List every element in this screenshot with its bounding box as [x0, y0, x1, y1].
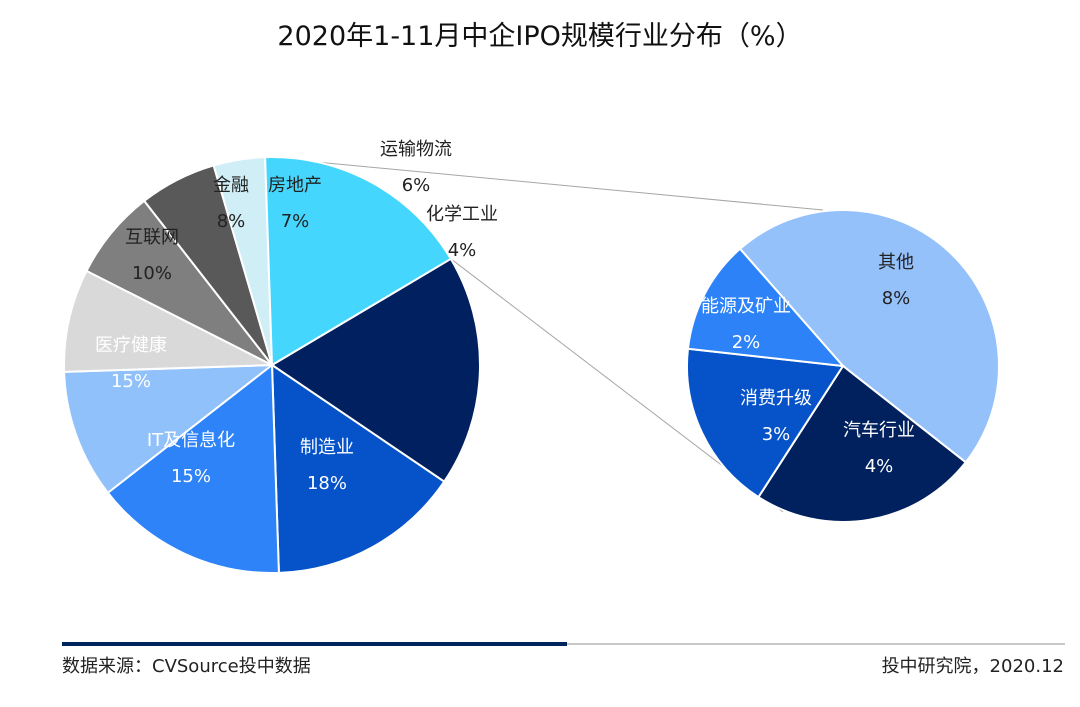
connector-line-top — [265, 156, 824, 211]
main-slice-制造业 — [270, 257, 481, 483]
main-slice-unlabeled — [264, 156, 453, 367]
main-label-医疗健康: 医疗健康 — [95, 335, 167, 356]
sub-label-汽车行业: 汽车行业 — [843, 420, 915, 441]
sub-value-label-汽车行业: 4% — [865, 456, 894, 477]
sub-label-消费升级: 消费升级 — [740, 388, 812, 409]
sub-slice-能源及矿业 — [686, 247, 846, 368]
sub-value-label-消费升级: 3% — [762, 424, 791, 445]
main-slice-医疗健康 — [106, 363, 280, 574]
sub-label-其他: 其他 — [878, 252, 914, 273]
sub-slice-汽车行业 — [757, 364, 968, 523]
main-value-label-制造业: 18% — [307, 473, 347, 494]
main-value-label-医疗健康: 15% — [111, 371, 151, 392]
sub-pie — [686, 209, 1000, 523]
main-label-运输物流: 运输物流 — [380, 139, 452, 160]
main-slice-互联网 — [63, 363, 276, 495]
main-label-金融: 金融 — [213, 175, 249, 196]
main-pie — [63, 156, 481, 574]
credit-text: 投中研究院，2020.12 — [881, 656, 1064, 677]
slice-labels: 制造业 18% IT及信息化 15% 医疗健康 15% 互联网 10% 金融 8% 房地产 7% 运输物… — [95, 139, 915, 494]
main-value-label-IT及信息化: 15% — [171, 466, 211, 487]
sub-label-能源及矿业: 能源及矿业 — [701, 296, 791, 317]
sub-slice-消费升级 — [686, 347, 845, 499]
main-value-label-房地产: 7% — [281, 211, 310, 232]
main-label-IT及信息化: IT及信息化 — [147, 430, 235, 451]
sub-value-label-其他: 8% — [882, 288, 911, 309]
chart-title: 2020年1-11月中企IPO规模行业分布（%） — [277, 21, 803, 52]
footer-rule-light — [567, 643, 1065, 645]
source-text: 数据来源：CVSource投中数据 — [62, 656, 311, 677]
main-slice-IT及信息化 — [270, 363, 446, 574]
main-value-label-互联网: 10% — [132, 263, 172, 284]
main-value-label-金融: 8% — [217, 211, 246, 232]
main-label-化学工业: 化学工业 — [426, 204, 498, 225]
main-value-label-运输物流: 6% — [402, 175, 431, 196]
main-slice-金融 — [63, 269, 273, 373]
footer-rule-dark — [62, 642, 567, 646]
main-label-互联网: 互联网 — [125, 227, 179, 248]
sub-slice-其他 — [738, 209, 1000, 464]
main-label-房地产: 房地产 — [268, 175, 322, 196]
main-label-制造业: 制造业 — [300, 437, 354, 458]
sub-value-label-能源及矿业: 2% — [732, 332, 761, 353]
main-value-label-化学工业: 4% — [448, 240, 477, 261]
